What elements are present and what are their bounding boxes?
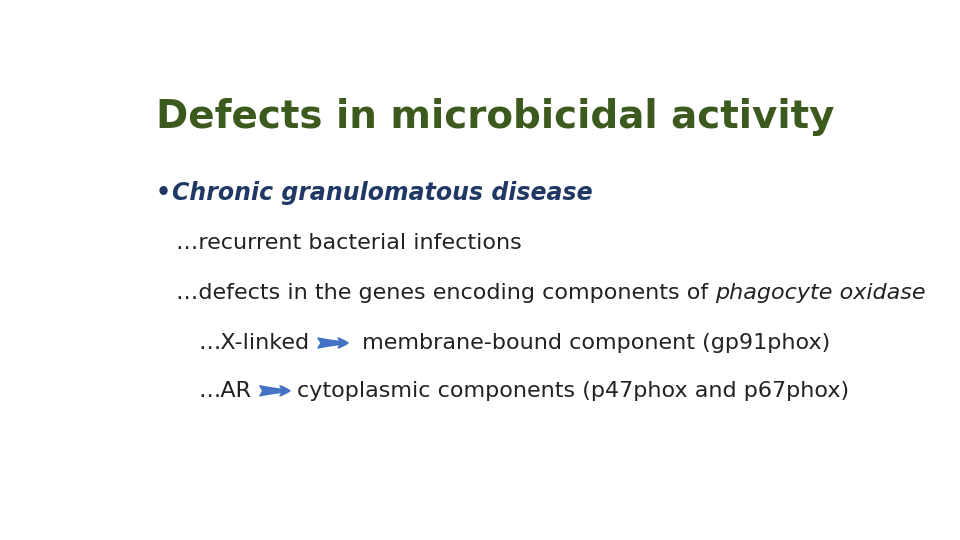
Text: …AR: …AR xyxy=(198,381,252,401)
Text: …X-linked: …X-linked xyxy=(198,333,309,353)
Text: membrane-bound component (gp91phox): membrane-bound component (gp91phox) xyxy=(355,333,830,353)
Text: cytoplasmic components (p47phox and p67phox): cytoplasmic components (p47phox and p67p… xyxy=(298,381,850,401)
Text: •: • xyxy=(156,181,180,205)
Text: Defects in microbicidal activity: Defects in microbicidal activity xyxy=(156,98,834,136)
Text: phagocyte oxidase: phagocyte oxidase xyxy=(715,283,925,303)
Text: …defects in the genes encoding components of: …defects in the genes encoding component… xyxy=(176,283,715,303)
Text: …recurrent bacterial infections: …recurrent bacterial infections xyxy=(176,233,521,253)
Text: Chronic granulomatous disease: Chronic granulomatous disease xyxy=(172,181,592,205)
